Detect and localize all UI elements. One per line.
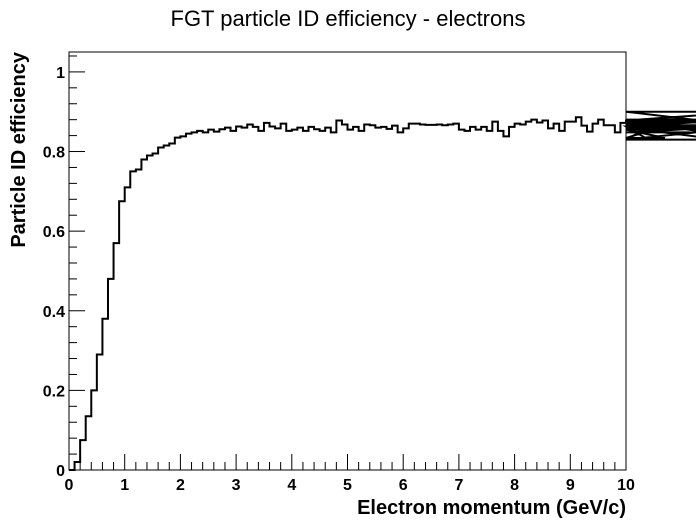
x-tick-label: 8 [510, 477, 519, 494]
y-axis-label: Particle ID efficiency [8, 51, 30, 248]
y-tick-label: 0.4 [43, 304, 65, 321]
x-tick-label: 0 [65, 477, 74, 494]
x-axis-tick-labels: 0 1 2 3 4 5 6 7 8 9 10 [65, 477, 635, 494]
x-tick-label: 1 [120, 477, 129, 494]
y-tick-label: 1 [56, 65, 65, 82]
y-tick-label: 0.8 [43, 145, 65, 162]
x-tick-label: 4 [287, 477, 296, 494]
y-tick-label: 0 [56, 463, 65, 480]
x-tick-label: 2 [176, 477, 185, 494]
y-tick-label: 0.6 [43, 224, 65, 241]
x-tick-label: 6 [399, 477, 408, 494]
x-tick-label: 3 [232, 477, 241, 494]
efficiency-step-line [69, 110, 696, 471]
x-axis-label: Electron momentum (GeV/c) [357, 497, 626, 519]
x-axis-ticks [68, 454, 627, 470]
x-tick-label: 10 [617, 477, 635, 494]
chart-title: FGT particle ID efficiency - electrons [171, 6, 526, 31]
x-tick-label: 7 [454, 477, 463, 494]
y-tick-label: 0.2 [43, 383, 65, 400]
x-tick-label: 9 [566, 477, 575, 494]
y-axis-tick-labels: 0 0.2 0.4 0.6 0.8 1 [43, 65, 65, 480]
x-tick-label: 5 [343, 477, 352, 494]
plot-frame [68, 51, 627, 471]
y-axis-ticks [69, 55, 85, 471]
